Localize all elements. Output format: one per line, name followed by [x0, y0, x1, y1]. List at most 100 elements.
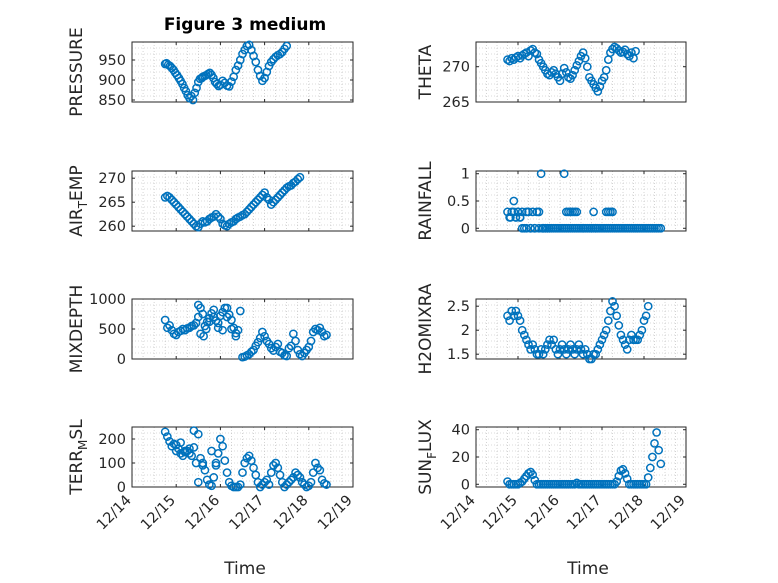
sun-flux-ytick-label: 40	[452, 423, 470, 439]
h2omixra-data-point	[593, 345, 603, 354]
terr-msl-xtick-label: 12/19	[315, 493, 356, 534]
air-temp-data-point	[174, 202, 183, 212]
sun-flux-xtick-label: 12/19	[648, 493, 689, 534]
mixdepth-data-point	[258, 327, 267, 337]
terr-msl-data-point	[291, 468, 300, 477]
h2omixra-data-point	[576, 345, 586, 354]
h2omixra-data-point	[641, 311, 651, 321]
air-temp-data-point	[266, 200, 276, 209]
air-temp-ytick-label: 260	[98, 219, 126, 235]
terr-msl-data-point	[176, 438, 185, 447]
h2omixra-data-point	[555, 345, 565, 354]
air-temp-data-point	[216, 214, 225, 224]
h2omixra-data-point	[505, 316, 514, 325]
mixdepth-data-point	[180, 325, 190, 335]
rainfall-grid	[476, 171, 686, 231]
pressure-data-point	[244, 40, 254, 50]
terr-msl-ylabel-subscript: M	[76, 440, 90, 450]
terr-msl-data-point	[242, 453, 252, 463]
h2omixra-data-point	[614, 321, 624, 330]
terr-msl-data-point	[165, 437, 174, 446]
air-temp-data-point	[293, 174, 303, 184]
air-temp-data-point	[171, 200, 181, 209]
h2omixra-data-point	[606, 306, 615, 316]
theta-data-point	[595, 82, 605, 91]
sun-flux-data-point	[652, 428, 661, 437]
rainfall-ytick-label: 0.5	[447, 194, 470, 210]
rainfall-data-point	[589, 207, 598, 217]
pressure-ytick-label: 850	[98, 93, 126, 109]
terr-msl-ylabel-suffix: SL	[67, 419, 87, 440]
terr-msl-data-point	[220, 456, 230, 465]
terr-msl-ylabel-main: TERR	[67, 450, 87, 496]
rainfall-data-point	[536, 169, 546, 179]
pressure-data-point	[224, 82, 234, 91]
air-temp-data-point	[249, 200, 258, 209]
air-temp-data-point	[251, 197, 261, 207]
air-temp-axes-border	[131, 170, 354, 232]
h2omixra-data-point	[608, 297, 617, 306]
rainfall-data-point	[524, 207, 533, 217]
mixdepth-data-point	[273, 339, 283, 349]
theta-data-point	[580, 53, 590, 63]
sun-flux-data-point	[618, 464, 628, 474]
terr-msl-data-point	[193, 477, 203, 487]
mixdepth-ylabel: MIXDEPTH	[67, 285, 87, 374]
air-temp-data-point	[246, 202, 256, 212]
h2omixra-data-point	[509, 311, 519, 321]
terr-msl-ytick-label: 100	[98, 456, 126, 472]
sun-flux-ylabel-main: SUN	[416, 459, 436, 495]
terr-msl-data-point	[262, 475, 272, 485]
terr-msl-xtick-label: 12/15	[138, 493, 179, 534]
sun-flux-ylabel: SUNFLUX	[416, 419, 439, 495]
rainfall-data-point	[591, 223, 601, 233]
theta-ylabel: THETA	[416, 44, 436, 100]
pressure-axes-border	[131, 41, 354, 103]
h2omixra-data-point	[637, 325, 647, 335]
h2omixra-data-point	[547, 340, 556, 349]
terr-msl-data-point	[297, 477, 307, 487]
h2omixra-data-point	[578, 349, 588, 359]
h2omixra-ytick-label: 1.5	[447, 347, 470, 363]
theta-data-point	[593, 87, 603, 96]
mixdepth-ylabel-main: MIXDEPTH	[67, 285, 87, 374]
terr-msl-plot: 0 100 200 12/14 12/15 12/16 12/17 12/18 12/19 TER…	[67, 419, 356, 534]
theta-ytick-label: 270	[442, 60, 470, 76]
theta-data-point	[559, 63, 569, 73]
terr-msl-data-point	[322, 480, 331, 489]
h2omixra-data-point	[507, 306, 517, 316]
sun-flux-data-point	[650, 439, 659, 448]
theta-grid	[476, 42, 686, 102]
h2omixra-data-point	[633, 335, 643, 345]
terr-msl-data-point	[185, 444, 194, 453]
terr-msl-data-point	[211, 458, 221, 468]
mixdepth-data-point	[193, 300, 203, 310]
h2omixra-data-point	[597, 335, 607, 345]
air-temp-data-point	[271, 195, 280, 205]
terr-msl-data-point	[306, 477, 316, 487]
rainfall-data-point	[534, 207, 544, 217]
h2omixra-data-point	[582, 349, 592, 359]
air-temp-data-point	[240, 209, 250, 219]
mixdepth-data-point	[282, 351, 292, 361]
h2omixra-data-point	[551, 345, 561, 354]
air-temp-data-point	[178, 207, 188, 217]
pressure-series	[160, 40, 292, 105]
terr-msl-data-point	[311, 458, 320, 468]
theta-data-point	[532, 49, 542, 59]
air-temp-data-point	[277, 188, 287, 197]
terr-msl-data-point	[222, 468, 232, 477]
pressure-data-point	[227, 77, 236, 86]
air-temp-data-point	[275, 190, 285, 200]
figure-title: Figure 3 medium	[164, 15, 326, 35]
mixdepth-data-point	[198, 309, 208, 319]
terr-msl-data-point	[264, 480, 274, 489]
h2omixra-data-point	[513, 311, 523, 321]
mixdepth-data-point	[222, 303, 232, 313]
rainfall-data-point	[515, 213, 525, 222]
terr-msl-data-point	[244, 451, 254, 461]
rainfall-data-point	[517, 207, 527, 217]
sun-flux-xtick-label: 12/18	[606, 493, 647, 534]
air-temp-ylabel-subscript: T	[76, 200, 90, 209]
sun-flux-data-point	[643, 473, 653, 482]
